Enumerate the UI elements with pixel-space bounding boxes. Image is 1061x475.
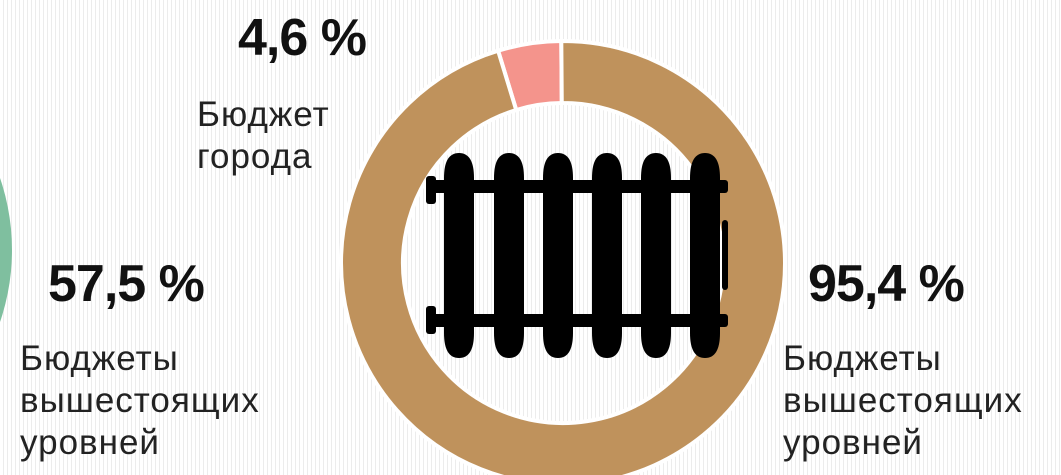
radiator-fin-6 xyxy=(690,153,720,358)
left-category-line-1: Бюджеты xyxy=(20,339,179,378)
city-budget-value-label: 4,6 % xyxy=(238,9,367,67)
higher-budget-value-label: 95,4 % xyxy=(808,255,965,313)
higher-budget-line-1: Бюджеты xyxy=(783,339,942,378)
radiator-left-cap-bottom xyxy=(426,306,436,334)
radiator-fin-2 xyxy=(494,153,524,358)
radiator-right-valve xyxy=(722,220,728,290)
city-budget-category-label: Бюджет города xyxy=(197,94,330,178)
radiator-icon xyxy=(426,153,728,358)
left-value-label: 57,5 % xyxy=(48,255,205,313)
left-category-line-2: вышестоящих xyxy=(20,381,260,420)
radiator-fin-1 xyxy=(444,153,474,358)
radiator-fin-5 xyxy=(641,153,671,358)
left-pie-chart xyxy=(0,178,12,322)
left-pie-slice-1 xyxy=(0,178,12,322)
city-budget-line-1: Бюджет xyxy=(197,95,330,134)
city-budget-line-2: города xyxy=(197,137,313,176)
higher-budget-line-3: уровней xyxy=(783,423,923,462)
higher-budget-line-2: вышестоящих xyxy=(783,381,1023,420)
radiator-top-bar xyxy=(430,180,728,193)
radiator-fin-3 xyxy=(543,153,573,358)
radiator-left-cap xyxy=(426,176,436,204)
higher-budget-category-label: Бюджеты вышестоящих уровней xyxy=(783,338,1023,464)
left-category-label: Бюджеты вышестоящих уровней xyxy=(20,338,260,464)
radiator-fin-4 xyxy=(592,153,622,358)
radiator-bottom-bar xyxy=(430,314,728,327)
left-category-line-3: уровней xyxy=(20,423,160,462)
